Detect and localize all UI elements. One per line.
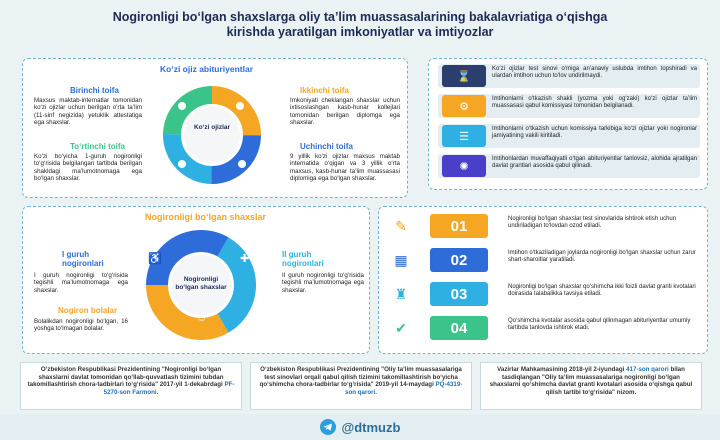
benefit-number: 04 xyxy=(430,316,488,340)
g2-text: II guruh nogironligi to‘g‘risida tegishl… xyxy=(282,272,364,294)
toifa3-title: Uchinchi toifa xyxy=(300,142,353,151)
child-icon: ☺ xyxy=(196,312,208,324)
toifa4-title: To‘rtinchi toifa xyxy=(70,142,125,151)
benefit-text: Nogironligi bo‘lgan shaxslar test sinovl… xyxy=(508,216,677,230)
page-title: Nogironligi bo‘lgan shaxslarga oliy ta’l… xyxy=(112,10,608,39)
benefit-text: Qo‘shimcha kvotalar asosida qabul qilinm… xyxy=(508,318,691,332)
gears-icon: ⚙ xyxy=(442,95,486,117)
toifa3-text: 9 yillik ko‘zi ojizlar maxsus maktab int… xyxy=(290,153,400,183)
building-icon: ▦ xyxy=(394,251,408,268)
decree-text: O‘zbekiston Respublikasi Prezidentining … xyxy=(259,366,462,389)
decree-text: O‘zbekiston Respublikasi Prezidentining … xyxy=(27,366,224,389)
footer: @dtmuzb xyxy=(0,414,720,440)
decree-link[interactable]: 417-son qarori xyxy=(626,366,669,373)
rule-text: Ko‘zi ojizlar test sinovi o‘miga an’anav… xyxy=(492,66,697,79)
wheelchair-icon: ♿ xyxy=(148,253,162,265)
checkmark-icon: ✔ xyxy=(395,319,407,336)
benefit-number: 02 xyxy=(430,248,488,272)
graduation-cap-icon: ♜ xyxy=(394,285,408,302)
toifa2-title: Ikkinchi toifa xyxy=(300,86,349,95)
decree-text: Vazirlar Mahkamasining 2018-yil 2-iyunda… xyxy=(497,366,625,373)
document-icon: ✎ xyxy=(395,217,407,234)
decree-link[interactable]: PQ-4319-son qarori. xyxy=(345,381,463,396)
rule-text: Imtihonlarni o‘tkazish uchun komissiya t… xyxy=(492,126,697,139)
committee-icon: ☰ xyxy=(442,125,486,147)
rule-text: Imtihonlarni o‘tkazish shakli (yozma yok… xyxy=(492,96,697,109)
crutch-icon: ✚ xyxy=(240,253,250,265)
decree-card: O‘zbekiston Respublikasi Prezidentining … xyxy=(250,362,472,410)
benefit-number: 03 xyxy=(430,282,488,306)
benefit-text: Imtihon o‘tkaziladigan joylarda nogironl… xyxy=(508,250,696,264)
disabled-heading: Nogironligi bo‘lgan shaxslar xyxy=(145,212,267,222)
benefit-text: Nogironligi bo‘lgan shaxslar qo‘shimcha … xyxy=(508,284,696,298)
channel-handle[interactable]: @dtmuzb xyxy=(341,419,401,435)
toifa1-text: Maxsus maktab-internatlar tomonidan ko‘z… xyxy=(34,97,142,127)
rule-text: Imtihonlardan muvaffaqiyatli o‘tgan abit… xyxy=(492,156,697,169)
benefit-number: 01 xyxy=(430,214,488,238)
toifa2-text: Imkoniyati cheklangan shaxslar uchun ixt… xyxy=(290,97,400,127)
blind-heading: Ko‘zi ojiz abituriyentlar xyxy=(160,64,254,74)
decree-link[interactable]: PF-5270-son Farmoni. xyxy=(103,381,235,396)
g1-text: I guruh nogironligi to‘g‘risida tegishli… xyxy=(34,272,128,294)
disabled-groups-ring xyxy=(146,230,256,340)
g3-text: Bolalikdan nogironligi bo‘lgan, 16 yoshg… xyxy=(34,318,128,333)
blind-center-label: Ko‘zi ojizlar xyxy=(193,124,231,131)
toifa4-text: Ko‘zi bo‘yicha 1-guruh nogironligi to‘g‘… xyxy=(34,153,142,183)
decree-card: O‘zbekiston Respublikasi Prezidentining … xyxy=(20,362,242,410)
toifa1-title: Birinchi toifa xyxy=(70,86,119,95)
telegram-icon[interactable] xyxy=(319,419,336,435)
blind-categories-ring xyxy=(163,86,261,184)
decree-text: bilan tasdiqlangan "Oliy ta’lim muassasa… xyxy=(489,366,693,396)
hourglass-icon: ⌛ xyxy=(442,65,486,87)
lightbulb-icon: ✺ xyxy=(442,155,486,177)
g1-title: I guruh nogironlari xyxy=(62,250,104,268)
disabled-center-label: Nogironligi bo‘lgan shaxslar xyxy=(175,276,227,291)
g2-title: II guruh nogironlari xyxy=(282,250,324,268)
decree-card: Vazirlar Mahkamasining 2018-yil 2-iyunda… xyxy=(480,362,702,410)
g3-title: Nogiron bolalar xyxy=(58,306,118,315)
